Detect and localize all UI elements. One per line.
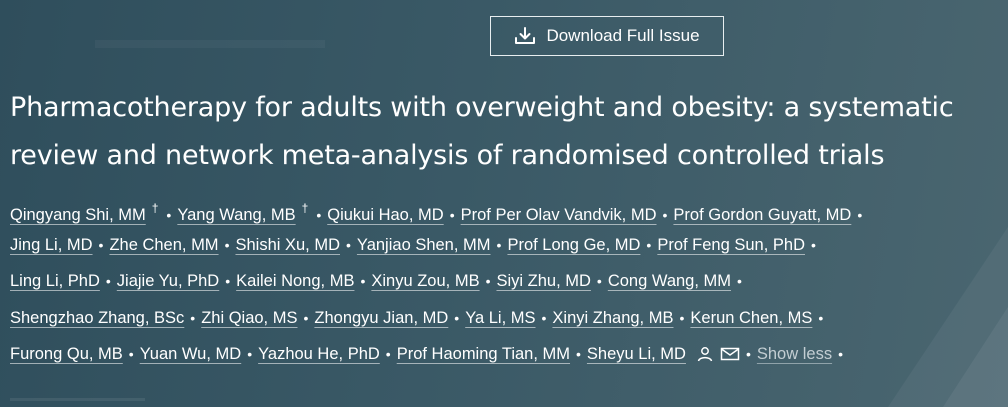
author-separator: • [346,236,351,253]
author-separator: • [449,207,455,223]
article-title: Pharmacotherapy for adults with overweig… [10,84,990,180]
author-link[interactable]: Jing Li, MD [10,235,93,254]
author-list: Qingyang Shi, MM † • Yang Wang, MB † • Qiukui … [10,190,1000,373]
author-separator: • [128,346,134,362]
equal-contribution-dagger: † [151,201,159,215]
author-separator: • [596,273,602,289]
author-separator: • [303,309,309,326]
author-row-5: Furong Qu, MB • Yuan Wu, MD • Yazhou He, PhD… [10,336,1000,373]
show-less-link[interactable]: Show less [756,345,833,363]
faint-decoration-bottom [10,398,145,401]
author-separator: • [811,236,816,253]
author-link[interactable]: Zhi Qiao, MS [201,308,298,327]
author-link[interactable]: Yang Wang, MB [177,206,296,224]
author-link[interactable]: Jiajie Yu, PhD [116,272,220,290]
author-link[interactable]: Kerun Chen, MS [690,308,813,327]
author-separator: • [225,273,231,289]
author-link[interactable]: Siyi Zhu, MD [496,272,591,290]
author-link[interactable]: Prof Gordon Guyatt, MD [673,206,852,224]
author-link[interactable]: Yanjiao Shen, MM [356,235,491,254]
author-separator: • [496,236,502,253]
article-title-line-1: Pharmacotherapy for adults with overweig… [10,92,954,123]
author-link[interactable]: Xinyi Zhang, MB [552,308,674,327]
author-link[interactable]: Yazhou He, PhD [258,345,380,363]
author-separator: • [454,309,460,326]
author-separator: • [385,346,391,362]
author-link[interactable]: Prof Per Olav Vandvik, MD [460,206,657,224]
author-separator: • [98,236,104,253]
author-link[interactable]: Furong Qu, MB [10,345,123,363]
author-separator: • [485,273,491,289]
author-row-1: Qingyang Shi, MM † • Yang Wang, MB † • Qiukui … [10,190,1000,227]
download-full-issue-button[interactable]: Download Full Issue [490,16,724,56]
article-title-line-2: review and network meta-analysis of rand… [10,140,885,171]
author-separator: • [818,309,824,326]
author-link[interactable]: Xinyu Zou, MB [371,272,480,290]
author-row-4: Shengzhao Zhang, BSc • Zhi Qiao, MS • Zhongy… [10,300,1000,337]
author-separator: • [857,207,863,223]
author-link[interactable]: Ya Li, MS [465,308,536,327]
author-link[interactable]: Prof Haoming Tian, MM [396,345,571,363]
author-link[interactable]: Shishi Xu, MD [235,235,341,254]
author-separator: • [838,346,843,362]
author-separator: • [679,309,685,326]
author-separator: • [166,207,172,223]
download-icon [514,26,536,46]
author-link[interactable]: Kailei Nong, MB [236,272,355,290]
person-icon[interactable] [696,339,714,376]
author-link[interactable]: Zhongyu Jian, MD [314,308,449,327]
email-icon[interactable] [720,339,740,376]
author-separator: • [105,273,111,289]
author-separator: • [224,236,230,253]
author-link[interactable]: Qiukui Hao, MD [327,206,444,224]
author-link[interactable]: Yuan Wu, MD [139,345,242,363]
equal-contribution-dagger: † [301,201,309,215]
author-row-2: Jing Li, MD • Zhe Chen, MM • Shishi Xu, MD • Y… [10,227,1000,264]
author-separator: • [662,207,668,223]
author-separator: • [316,207,322,223]
author-link[interactable]: Sheyu Li, MD [586,345,686,363]
author-row-3: Ling Li, PhD • Jiajie Yu, PhD • Kailei Nong,… [10,263,1000,300]
author-link[interactable]: Prof Feng Sun, PhD [657,235,805,254]
author-link[interactable]: Cong Wang, MM [607,272,732,290]
author-separator: • [541,309,547,326]
author-link[interactable]: Ling Li, PhD [10,272,100,290]
author-separator: • [737,273,742,289]
author-link[interactable]: Qingyang Shi, MM [10,206,146,224]
author-separator: • [190,309,196,326]
author-link[interactable]: Prof Long Ge, MD [507,235,641,254]
author-separator: • [360,273,366,289]
author-separator: • [745,346,751,362]
download-full-issue-label: Download Full Issue [546,26,700,45]
author-separator: • [247,346,253,362]
author-link[interactable]: Shengzhao Zhang, BSc [10,308,185,327]
author-link[interactable]: Zhe Chen, MM [109,235,219,254]
faint-decoration-top [95,40,325,48]
author-separator: • [646,236,652,253]
author-separator: • [576,346,581,362]
